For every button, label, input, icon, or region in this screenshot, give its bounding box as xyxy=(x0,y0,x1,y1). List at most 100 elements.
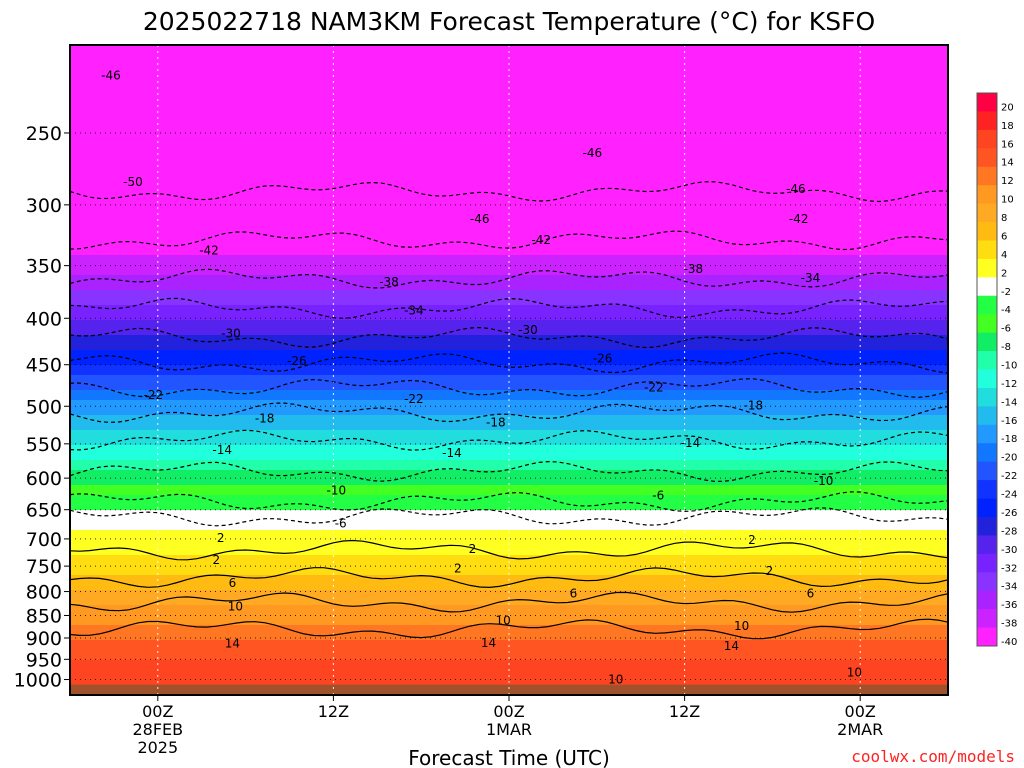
colorbar-swatch xyxy=(977,222,997,241)
y-tick-label: 800 xyxy=(26,582,62,604)
temperature-band xyxy=(70,465,948,471)
colorbar-label: -12 xyxy=(1001,379,1017,390)
y-tick-label: 700 xyxy=(26,529,62,551)
colorbar-label: 4 xyxy=(1001,250,1007,261)
colorbar-label: -18 xyxy=(1001,434,1017,445)
contour-label: -42 xyxy=(531,233,551,247)
temperature-band xyxy=(70,225,948,231)
contour-line xyxy=(70,230,948,251)
contour-label: 2 xyxy=(748,533,756,547)
contour-label: 6 xyxy=(807,587,815,601)
contour-line xyxy=(70,539,948,561)
colorbar-frame xyxy=(976,92,998,647)
colorbar-label: -38 xyxy=(1001,619,1017,630)
contour-label: -42 xyxy=(789,212,809,226)
contour-line xyxy=(70,567,948,589)
temperature-band xyxy=(70,195,948,201)
contour-line xyxy=(70,326,948,349)
contour-line xyxy=(70,268,948,289)
temperature-band xyxy=(70,180,948,186)
colorbar-label: -10 xyxy=(1001,361,1017,372)
temperature-band xyxy=(70,550,948,556)
contour-label: 6 xyxy=(229,576,237,590)
temperature-band xyxy=(70,250,948,256)
x-tick-label: 00Z xyxy=(142,702,173,721)
colorbar-swatch xyxy=(977,203,997,223)
contour-label: 2 xyxy=(213,553,221,567)
contour-label: -22 xyxy=(144,388,164,402)
temperature-band xyxy=(70,70,948,76)
contour-line xyxy=(70,618,948,640)
contour-line xyxy=(70,402,948,424)
colorbar-swatch xyxy=(977,295,997,315)
temperature-band xyxy=(70,675,948,681)
y-tick-label: 450 xyxy=(26,355,62,377)
colorbar-label: 20 xyxy=(1001,102,1014,113)
temperature-band xyxy=(70,635,948,641)
temperature-band xyxy=(70,580,948,586)
contour-labels: -46 -46 -50 -46 -46 -42 -42 -42 -38 -38 -34 -34 -30 -… xyxy=(101,68,862,686)
temperature-band xyxy=(70,240,948,246)
colorbar-label: -32 xyxy=(1001,563,1017,574)
colorbar-swatch xyxy=(977,498,997,518)
contour-line xyxy=(70,297,948,319)
temperature-band xyxy=(70,300,948,306)
contour-line xyxy=(70,429,948,451)
temperature-band xyxy=(70,645,948,651)
colorbar-label: -6 xyxy=(1001,324,1011,335)
contour-label: 14 xyxy=(225,637,240,651)
contour-line xyxy=(70,460,948,482)
contour-label: 6 xyxy=(570,587,578,601)
colorbar-swatch xyxy=(977,535,997,555)
colorbar-label: -2 xyxy=(1001,287,1011,298)
contour-line xyxy=(70,491,948,513)
temperature-band xyxy=(70,210,948,216)
contour-label: -10 xyxy=(814,474,834,488)
contour-label: 2 xyxy=(766,564,774,578)
temperature-band xyxy=(70,670,948,676)
temperature-band xyxy=(70,135,948,141)
colorbar-label: -22 xyxy=(1001,471,1017,482)
temperature-band xyxy=(70,425,948,431)
contour-label: 10 xyxy=(734,619,749,633)
colorbar-label: 18 xyxy=(1001,121,1014,132)
y-tick-label: 400 xyxy=(26,308,62,330)
temperature-band xyxy=(70,190,948,196)
temperature-band xyxy=(70,515,948,521)
x-tick-label: 12Z xyxy=(669,702,700,721)
y-tick-label: 1000 xyxy=(14,670,62,692)
temperature-band xyxy=(70,390,948,396)
temperature-band xyxy=(70,255,948,261)
contour-label: -26 xyxy=(287,354,307,368)
contour-label: -38 xyxy=(684,262,704,276)
temperature-band xyxy=(70,575,948,581)
temperature-band xyxy=(70,375,948,381)
contour-label: -34 xyxy=(404,303,424,317)
contour-label: -14 xyxy=(442,446,462,460)
contour-line xyxy=(70,181,948,203)
colorbar-label: -16 xyxy=(1001,416,1017,427)
temperature-band xyxy=(70,155,948,161)
temperature-band xyxy=(70,130,948,136)
temperature-band xyxy=(70,165,948,171)
temperature-band xyxy=(70,330,948,336)
contour-line xyxy=(70,352,948,374)
colorbar-label: -30 xyxy=(1001,545,1017,556)
colorbar-label: 8 xyxy=(1001,213,1007,224)
temperature-band xyxy=(70,60,948,66)
contour-label: -30 xyxy=(518,323,538,337)
colorbar-label: 12 xyxy=(1001,176,1014,187)
temperature-band xyxy=(70,215,948,221)
colorbar-swatch xyxy=(977,443,997,463)
temperature-band xyxy=(70,100,948,106)
temperature-band xyxy=(70,525,948,531)
colorbar-swatch xyxy=(977,314,997,334)
colorbar-swatch xyxy=(977,406,997,426)
colorbar-label: 16 xyxy=(1001,139,1014,150)
colorbar-swatch xyxy=(977,572,997,592)
temperature-band xyxy=(70,45,948,51)
colorbar-label: -40 xyxy=(1001,637,1017,648)
temperature-band xyxy=(70,545,948,551)
contour-label: 2 xyxy=(454,562,462,576)
temperature-band xyxy=(70,370,948,376)
